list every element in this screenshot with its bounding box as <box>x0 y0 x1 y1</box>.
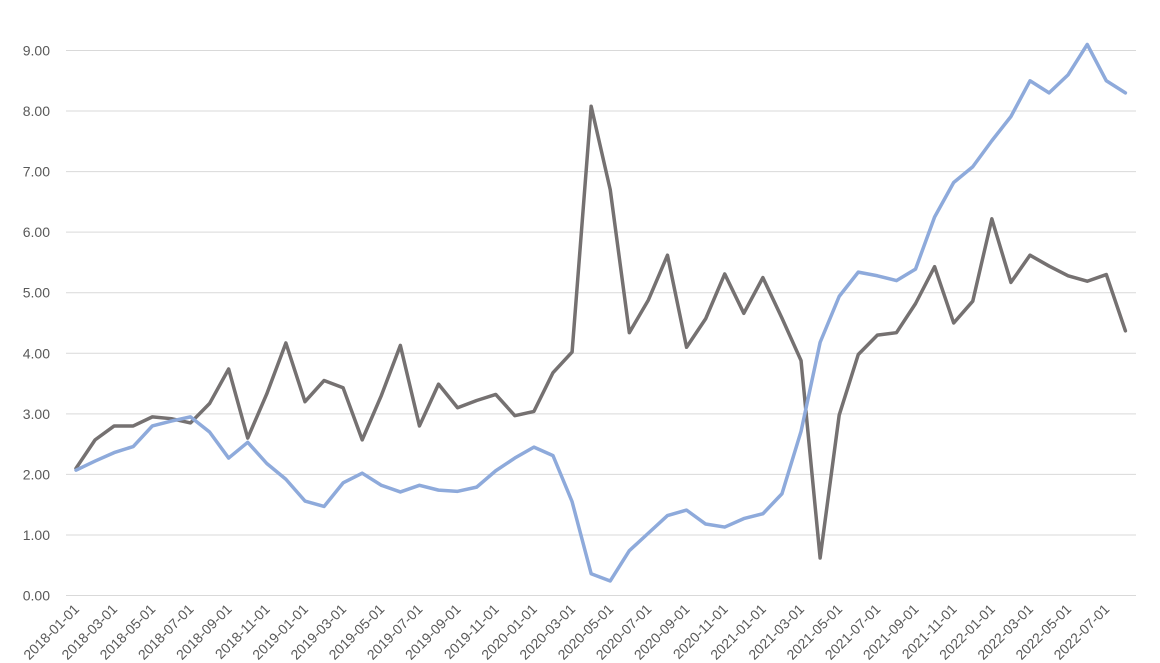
gridlines <box>66 50 1136 596</box>
series-layer <box>74 42 1128 583</box>
y-axis: 0.00 1.00 2.00 3.00 4.00 5.00 6.00 7.00 8.00 9.00 <box>23 43 50 604</box>
series-line-2 <box>74 42 1128 583</box>
x-axis: 2018-01-012018-03-012018-05-012018-07-01… <box>20 601 1112 663</box>
y-tick-label: 8.00 <box>23 103 50 119</box>
y-tick-label: 7.00 <box>23 164 50 180</box>
y-tick-label: 9.00 <box>23 43 50 59</box>
y-tick-label: 6.00 <box>23 224 50 240</box>
series-line-1 <box>74 104 1128 560</box>
y-tick-label: 2.00 <box>23 466 50 482</box>
y-tick-label: 4.00 <box>23 345 50 361</box>
y-tick-label: 3.00 <box>23 406 50 422</box>
y-tick-label: 0.00 <box>23 588 50 604</box>
y-tick-label: 5.00 <box>23 285 50 301</box>
y-tick-label: 1.00 <box>23 527 50 543</box>
